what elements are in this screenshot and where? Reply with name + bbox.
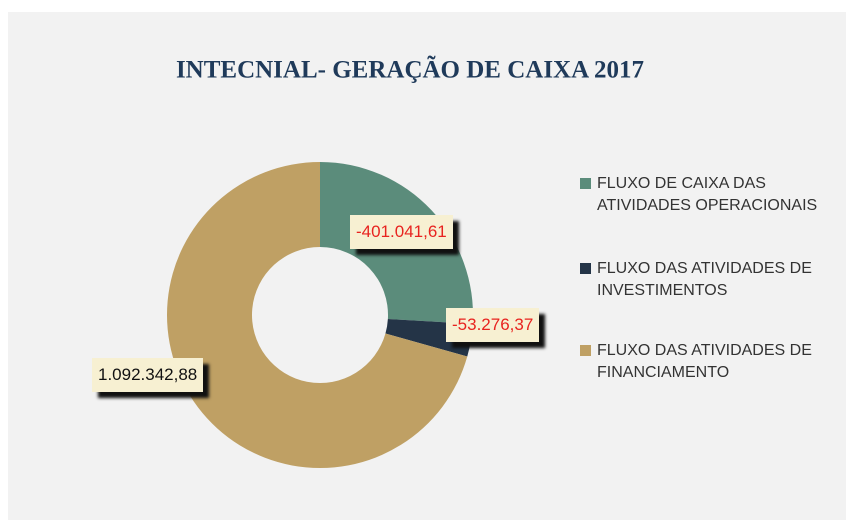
legend-swatch — [580, 178, 591, 189]
chart-title: INTECNIAL- GERAÇÃO DE CAIXA 2017 — [176, 56, 644, 84]
legend-label: FLUXO DAS ATIVIDADES DE INVESTIMENTOS — [597, 260, 812, 299]
data-label: -53.276,37 — [446, 308, 540, 342]
data-label: 1.092.342,88 — [92, 358, 204, 392]
legend-swatch — [580, 345, 591, 356]
legend-item: FLUXO DAS ATIVIDADES DE INVESTIMENTOS — [580, 258, 837, 302]
legend-item: FLUXO DE CAIXA DAS ATIVIDADES OPERACIONA… — [580, 173, 837, 217]
legend-label: FLUXO DE CAIXA DAS ATIVIDADES OPERACIONA… — [597, 175, 818, 214]
legend-item: FLUXO DAS ATIVIDADES DE FINANCIAMENTO — [580, 340, 837, 384]
data-label: -401.041,61 — [350, 215, 453, 249]
donut-segment — [167, 162, 468, 468]
legend-swatch — [580, 263, 591, 274]
legend-label: FLUXO DAS ATIVIDADES DE FINANCIAMENTO — [597, 342, 812, 381]
